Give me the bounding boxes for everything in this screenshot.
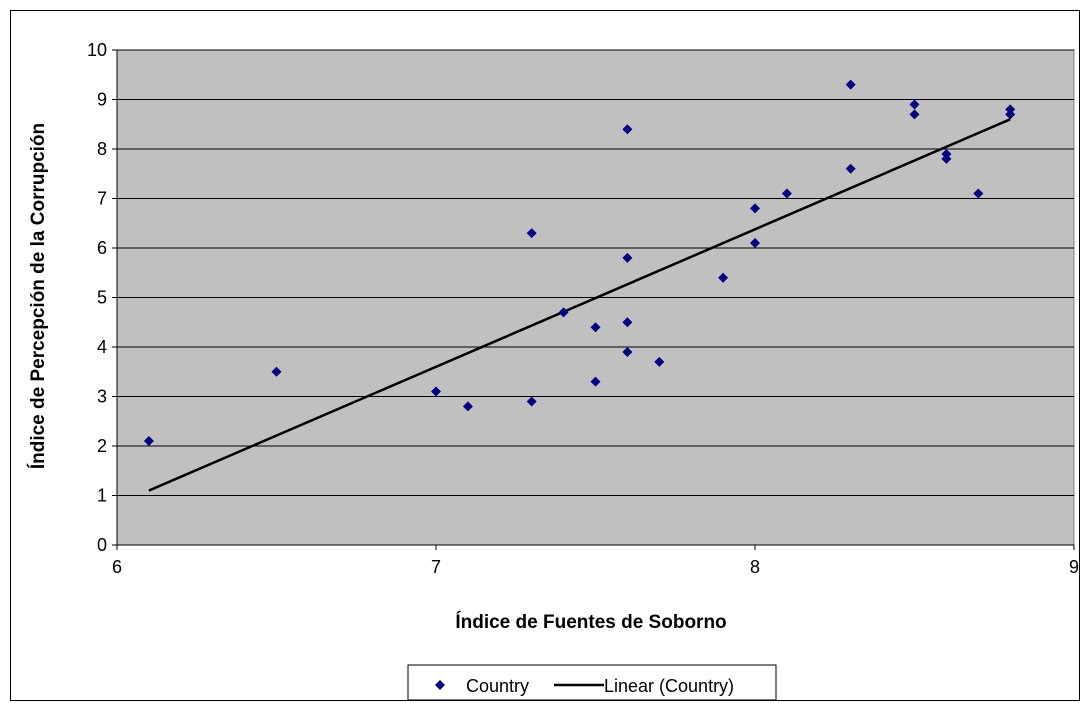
x-tick-label: 8: [750, 557, 760, 577]
y-tick-label: 7: [97, 189, 107, 209]
scatter-chart: 6 7 8 9 0 1 2 3 4 5 6 7 8 9 10 Índice de Fuentes de S…: [11, 11, 1079, 700]
y-tick-label: 5: [97, 288, 107, 308]
chart-area: 6 7 8 9 0 1 2 3 4 5 6 7 8 9 10 Índice de Fuentes de S…: [10, 10, 1080, 701]
y-tick-label: 0: [97, 535, 107, 555]
y-tick-label: 9: [97, 90, 107, 110]
x-axis-ticks: 6 7 8 9: [112, 545, 1079, 577]
y-tick-label: 1: [97, 486, 107, 506]
y-tick-label: 6: [97, 238, 107, 258]
y-axis-ticks: 0 1 2 3 4 5 6 7 8 9 10: [87, 40, 117, 555]
y-tick-label: 10: [87, 40, 107, 60]
y-tick-label: 3: [97, 387, 107, 407]
legend: Country Linear (Country): [408, 665, 776, 700]
x-tick-label: 9: [1069, 557, 1079, 577]
y-tick-label: 2: [97, 436, 107, 456]
legend-label-linear-country: Linear (Country): [604, 676, 734, 696]
y-axis-title: Índice de Percepción de la Corrupción: [27, 123, 49, 469]
y-tick-label: 8: [97, 139, 107, 159]
x-tick-label: 7: [431, 557, 441, 577]
x-axis-title: Índice de Fuentes de Soborno: [455, 611, 726, 633]
x-tick-label: 6: [112, 557, 122, 577]
legend-label-country: Country: [466, 676, 529, 696]
y-tick-label: 4: [97, 337, 107, 357]
